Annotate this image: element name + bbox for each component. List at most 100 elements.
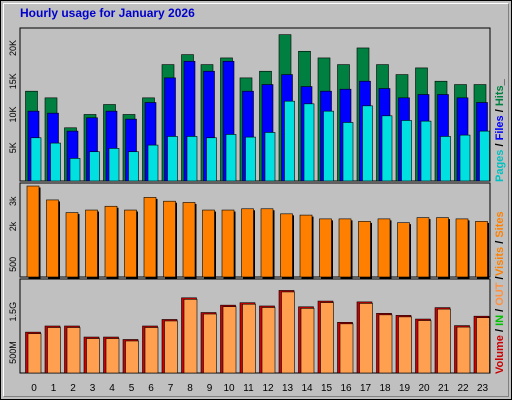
pages-bar [381, 115, 393, 182]
pages-bar [323, 110, 334, 182]
kbout-bar [261, 307, 276, 374]
pages-bar [420, 120, 432, 182]
kbout-bar [476, 317, 490, 374]
x-tick-label: 18 [379, 383, 391, 394]
x-tick-label: 21 [438, 383, 450, 394]
pages-bar [225, 134, 237, 182]
pages-bar [303, 103, 315, 182]
visits-bar [299, 214, 313, 278]
y-tick-label: 500 [8, 257, 18, 272]
legend-sep: / [494, 238, 506, 247]
x-tick-label: 13 [282, 383, 294, 394]
visits-bar [241, 208, 254, 278]
frame-bevel [3, 3, 509, 397]
x-tick-label: 22 [457, 383, 469, 394]
visits-bar [65, 212, 79, 278]
pages-bar [479, 130, 490, 182]
kbout-bar [125, 340, 139, 374]
kbout-bar [222, 306, 237, 374]
x-tick-label: 10 [223, 383, 235, 394]
y-tick-label: 20K [8, 40, 18, 56]
legend-kbin: IN [494, 315, 506, 326]
legend-sep: / [494, 276, 506, 282]
pages-bar [401, 120, 412, 182]
chart-title: Hourly usage for January 2026 [20, 6, 195, 20]
x-tick-label: 6 [148, 383, 154, 394]
x-tick-labels: 0 1 2 3 4 5 6 7 8 9 10 11 12 13 14 15 16 17 18 19 20 21 22 23 [31, 383, 488, 394]
legend-sep: / [494, 106, 506, 115]
y-tick-labels: 5K 10K 15K 20K 500 2k 3k 500M 1.5G [8, 40, 18, 364]
x-tick-label: 4 [109, 383, 115, 394]
visits-bar [436, 217, 449, 278]
visits-bar [221, 209, 235, 278]
kbout-bar [144, 327, 159, 374]
x-tick-label: 5 [129, 383, 135, 394]
y-tick-label: 1.5G [8, 302, 18, 322]
x-tick-label: 2 [70, 383, 76, 394]
visits-bar [143, 197, 157, 278]
legend-volume: Volume [494, 335, 506, 374]
pages-bar [108, 148, 120, 182]
x-tick-label: 23 [477, 383, 489, 394]
x-tick-label: 11 [243, 383, 254, 394]
legend-sep: _ [494, 78, 506, 86]
legend-sites: Sites [494, 211, 506, 237]
x-tick-label: 7 [168, 383, 174, 394]
legend-sep: / [494, 306, 506, 315]
x-tick-label: 3 [90, 383, 96, 394]
pages-bar [186, 136, 198, 182]
pages-bar [50, 142, 61, 182]
visits-bar [124, 209, 137, 278]
x-tick-label: 8 [187, 383, 193, 394]
kbout-bar [47, 327, 61, 374]
kbout-bar [66, 327, 81, 374]
kbout-bar [437, 308, 451, 374]
kbout-bar [378, 314, 393, 374]
pages-bar [362, 105, 373, 182]
pages-bar [69, 158, 81, 182]
kbout-bar [300, 307, 315, 374]
pages-bar [89, 151, 100, 182]
x-tick-label: 1 [51, 383, 57, 394]
pages-bar [206, 137, 217, 182]
x-tick-label: 14 [301, 383, 313, 394]
kbout-bar [398, 316, 412, 374]
pages-bar [284, 100, 295, 182]
pages-bar [342, 122, 354, 182]
kbout-bar [417, 320, 432, 374]
visits-bar [182, 202, 196, 278]
x-tick-label: 9 [207, 383, 213, 394]
x-tick-label: 15 [321, 383, 333, 394]
kbout-bar [339, 323, 354, 374]
y-tick-label: 3k [8, 196, 18, 206]
x-tick-label: 0 [31, 383, 37, 394]
kbout-bar [86, 338, 100, 374]
visits-bar [46, 199, 59, 278]
visits-bar [377, 218, 391, 278]
visits-bar [358, 221, 371, 278]
visits-bar [85, 209, 98, 278]
visits-bar [455, 218, 469, 278]
legend-bottom: Volume / IN / OUT / [494, 276, 506, 374]
legend-kbout: OUT [494, 282, 506, 306]
kbout-bar [456, 326, 471, 374]
pages-bar [459, 134, 471, 182]
x-tick-label: 16 [340, 383, 352, 394]
visits-bar [338, 218, 352, 278]
legend-sep: / [494, 326, 506, 335]
legend-visits: Visits [494, 247, 506, 276]
pages-bar [30, 137, 42, 182]
pages-bar [245, 136, 256, 182]
pages-bar [147, 144, 159, 182]
kbout-bar [359, 303, 373, 374]
top-panel-bars [25, 34, 490, 182]
visits-bar [260, 208, 274, 278]
y-tick-label: 5K [8, 142, 18, 153]
visits-bar [397, 222, 410, 278]
x-tick-label: 20 [418, 383, 430, 394]
kbout-bar [320, 302, 334, 374]
pages-bar [167, 136, 178, 182]
kbout-bar [242, 303, 256, 374]
pages-bar [440, 136, 451, 182]
